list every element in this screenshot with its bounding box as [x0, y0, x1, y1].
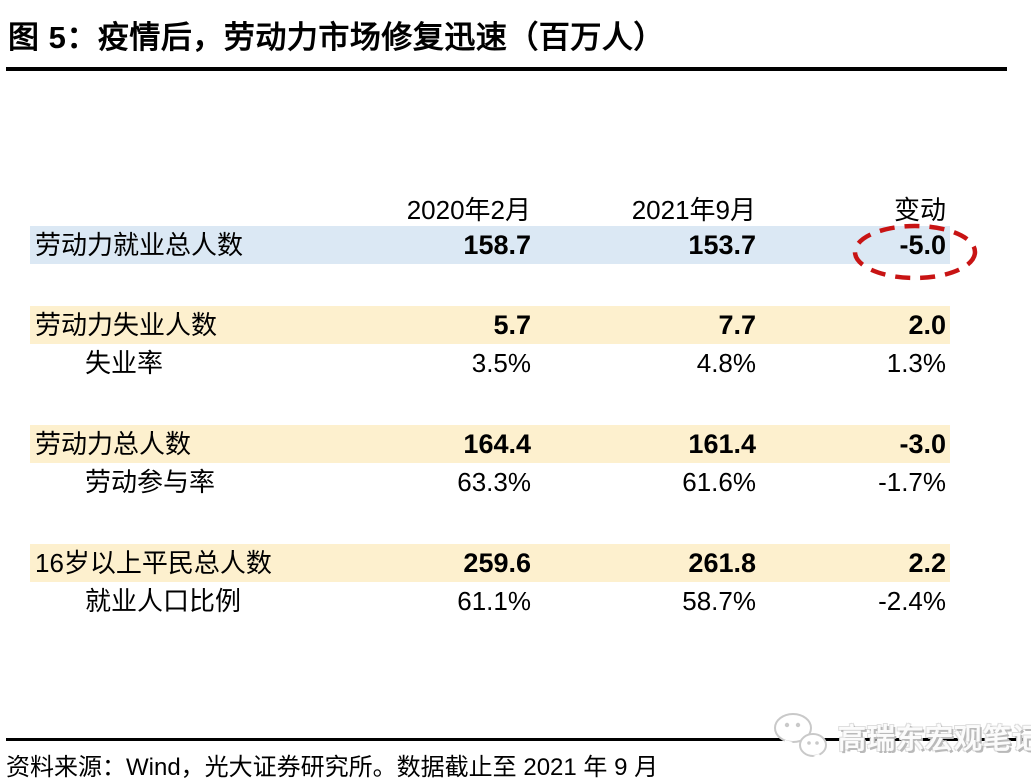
row-label: 就业人口比例 — [85, 586, 242, 616]
labor-market-table: 2020年2月 2021年9月 变动 劳动力就业总人数 158.7 153.7 … — [30, 193, 950, 620]
row-label: 16岁以上平民总人数 — [35, 548, 272, 578]
header-col-2020feb: 2020年2月 — [406, 194, 531, 225]
table-row-employment-population-ratio: 就业人口比例 61.1% 58.7% -2.4% — [30, 582, 950, 620]
value-change: -5.0 — [899, 229, 946, 260]
value-2021sep: 153.7 — [688, 229, 756, 260]
table-row-laborforce-total: 劳动力总人数 164.4 161.4 -3.0 — [30, 425, 950, 463]
row-label: 劳动参与率 — [85, 467, 216, 497]
value-change: -1.7% — [878, 467, 946, 497]
table-header-row: 2020年2月 2021年9月 变动 — [30, 193, 950, 226]
footer-rule — [6, 738, 1024, 741]
value-2020feb: 164.4 — [463, 428, 531, 459]
value-2020feb: 259.6 — [463, 547, 531, 578]
table-row-participation-rate: 劳动参与率 63.3% 61.6% -1.7% — [30, 463, 950, 501]
value-2020feb: 158.7 — [463, 229, 531, 260]
value-change: 2.2 — [908, 547, 946, 578]
row-label: 劳动力失业人数 — [35, 310, 218, 340]
value-2021sep: 58.7% — [682, 586, 756, 616]
watermark-label: 高瑞东宏观笔记 — [838, 723, 1031, 754]
header-col-change: 变动 — [893, 194, 946, 225]
watermark: 高瑞东宏观笔记 — [771, 708, 1031, 766]
value-2020feb: 3.5% — [471, 348, 531, 378]
value-2020feb: 63.3% — [457, 467, 531, 497]
value-change: -2.4% — [878, 586, 946, 616]
value-2020feb: 5.7 — [493, 309, 531, 340]
table-row-unemployed-total: 劳动力失业人数 5.7 7.7 2.0 — [30, 306, 950, 344]
value-2020feb: 61.1% — [457, 586, 531, 616]
table-row-employed-total: 劳动力就业总人数 158.7 153.7 -5.0 — [30, 226, 950, 264]
value-2021sep: 61.6% — [682, 467, 756, 497]
row-spacer — [30, 501, 950, 544]
table-row-unemployment-rate: 失业率 3.5% 4.8% 1.3% — [30, 344, 950, 382]
figure-title: 图 5：疫情后，劳动力市场修复迅速（百万人） — [8, 20, 665, 55]
value-2021sep: 161.4 — [688, 428, 756, 459]
value-change: 2.0 — [908, 309, 946, 340]
value-change: 1.3% — [886, 348, 946, 378]
row-label: 劳动力就业总人数 — [35, 230, 244, 260]
table-row-civilian-16plus: 16岁以上平民总人数 259.6 261.8 2.2 — [30, 544, 950, 582]
source-note: 资料来源：Wind，光大证券研究所。数据截止至 2021 年 9 月 — [6, 754, 659, 781]
wechat-icon — [774, 713, 827, 760]
row-label: 劳动力总人数 — [35, 429, 192, 459]
header-col-2021sep: 2021年9月 — [631, 194, 756, 225]
value-change: -3.0 — [899, 428, 946, 459]
row-spacer — [30, 264, 950, 306]
title-rule — [6, 67, 1007, 71]
row-spacer — [30, 382, 950, 425]
value-2021sep: 261.8 — [688, 547, 756, 578]
row-label: 失业率 — [85, 348, 164, 378]
value-2021sep: 7.7 — [718, 309, 756, 340]
value-2021sep: 4.8% — [696, 348, 756, 378]
